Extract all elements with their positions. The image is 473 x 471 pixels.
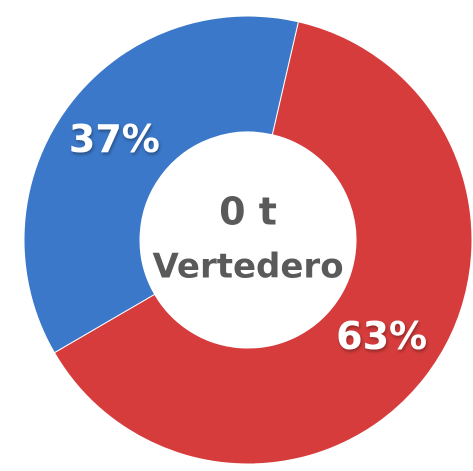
slice-label: 63% [336,314,427,358]
donut [23,15,473,465]
slice-label: 37% [69,117,160,161]
donut-slice [23,15,299,354]
center-value: 0 t [219,190,277,234]
donut-slice [53,21,473,465]
center-label: Vertedero [152,247,343,287]
